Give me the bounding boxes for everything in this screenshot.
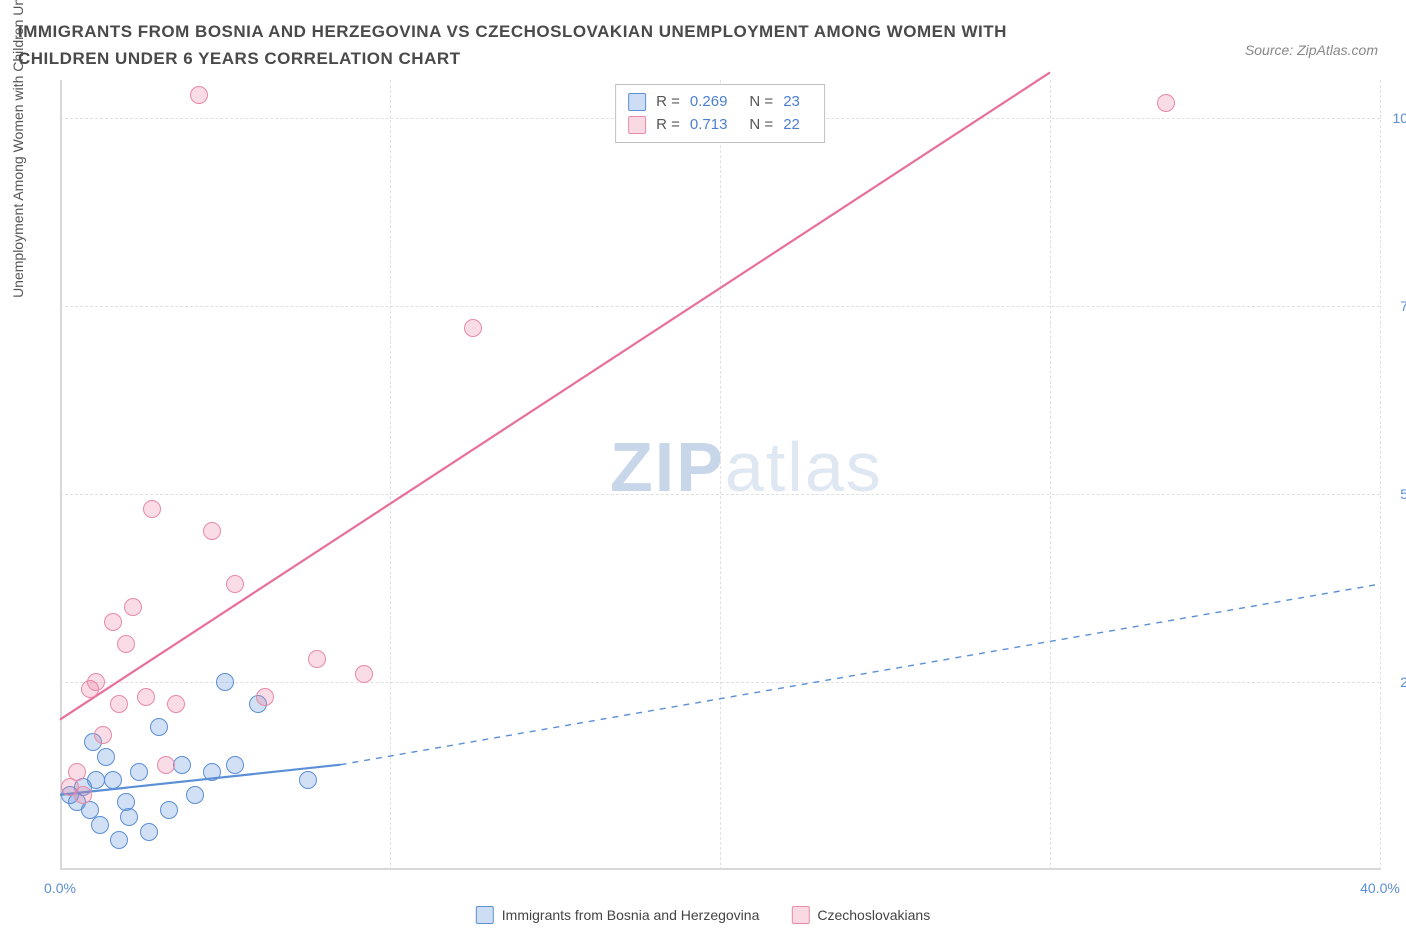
data-point bbox=[203, 763, 221, 781]
data-point bbox=[308, 650, 326, 668]
data-point bbox=[256, 688, 274, 706]
data-point bbox=[150, 718, 168, 736]
data-point bbox=[87, 771, 105, 789]
legend-swatch bbox=[476, 906, 494, 924]
stat-r-value: 0.269 bbox=[690, 91, 728, 114]
stat-n-value: 23 bbox=[783, 91, 800, 114]
data-point bbox=[110, 831, 128, 849]
stats-row: R = 0.269 N = 23 bbox=[628, 91, 812, 114]
stats-legend-box: R = 0.269 N = 23 R = 0.713 N = 22 bbox=[615, 84, 825, 143]
legend-swatch bbox=[628, 93, 646, 111]
x-tick-label: 0.0% bbox=[44, 880, 76, 896]
data-point bbox=[299, 771, 317, 789]
stat-n-label: N = bbox=[749, 91, 773, 114]
data-point bbox=[104, 613, 122, 631]
data-point bbox=[173, 756, 191, 774]
data-point bbox=[464, 319, 482, 337]
stat-n-value: 22 bbox=[783, 114, 800, 137]
data-point bbox=[190, 86, 208, 104]
data-point bbox=[97, 748, 115, 766]
series-legend: Immigrants from Bosnia and Herzegovina Cz… bbox=[476, 906, 930, 924]
data-point bbox=[226, 756, 244, 774]
stat-n-label: N = bbox=[749, 114, 773, 137]
data-point bbox=[186, 786, 204, 804]
y-axis-label: Unemployment Among Women with Children U… bbox=[10, 0, 26, 298]
y-tick-label: 50.0% bbox=[1385, 486, 1406, 502]
scatter-plot: 25.0%50.0%75.0%100.0%0.0%40.0% bbox=[60, 80, 1380, 870]
stat-r-value: 0.713 bbox=[690, 114, 728, 137]
chart-title: IMMIGRANTS FROM BOSNIA AND HERZEGOVINA V… bbox=[18, 18, 1098, 72]
trend-lines bbox=[60, 80, 1380, 870]
data-point bbox=[74, 786, 92, 804]
data-point bbox=[117, 635, 135, 653]
stat-r-label: R = bbox=[656, 114, 680, 137]
legend-swatch bbox=[628, 116, 646, 134]
y-tick-label: 75.0% bbox=[1385, 298, 1406, 314]
trend-line bbox=[60, 72, 1050, 719]
legend-swatch bbox=[791, 906, 809, 924]
stat-r-label: R = bbox=[656, 91, 680, 114]
legend-item: Immigrants from Bosnia and Herzegovina bbox=[476, 906, 760, 924]
stats-row: R = 0.713 N = 22 bbox=[628, 114, 812, 137]
data-point bbox=[157, 756, 175, 774]
data-point bbox=[91, 816, 109, 834]
x-tick-label: 40.0% bbox=[1360, 880, 1400, 896]
data-point bbox=[110, 695, 128, 713]
data-point bbox=[68, 763, 86, 781]
trend-line-extrapolated bbox=[341, 584, 1381, 765]
data-point bbox=[130, 763, 148, 781]
data-point bbox=[104, 771, 122, 789]
data-point bbox=[1157, 94, 1175, 112]
data-point bbox=[94, 726, 112, 744]
data-point bbox=[124, 598, 142, 616]
data-point bbox=[137, 688, 155, 706]
gridline-v bbox=[1380, 80, 1381, 870]
data-point bbox=[160, 801, 178, 819]
data-point bbox=[167, 695, 185, 713]
data-point bbox=[143, 500, 161, 518]
data-point bbox=[203, 522, 221, 540]
data-point bbox=[226, 575, 244, 593]
y-tick-label: 100.0% bbox=[1385, 110, 1406, 126]
legend-label: Immigrants from Bosnia and Herzegovina bbox=[502, 907, 760, 923]
source-attribution: Source: ZipAtlas.com bbox=[1245, 42, 1378, 58]
data-point bbox=[140, 823, 158, 841]
data-point bbox=[120, 808, 138, 826]
chart-area: ZIPatlas 25.0%50.0%75.0%100.0%0.0%40.0% … bbox=[60, 80, 1380, 870]
legend-item: Czechoslovakians bbox=[791, 906, 930, 924]
data-point bbox=[87, 673, 105, 691]
data-point bbox=[216, 673, 234, 691]
data-point bbox=[355, 665, 373, 683]
legend-label: Czechoslovakians bbox=[817, 907, 930, 923]
y-tick-label: 25.0% bbox=[1385, 674, 1406, 690]
